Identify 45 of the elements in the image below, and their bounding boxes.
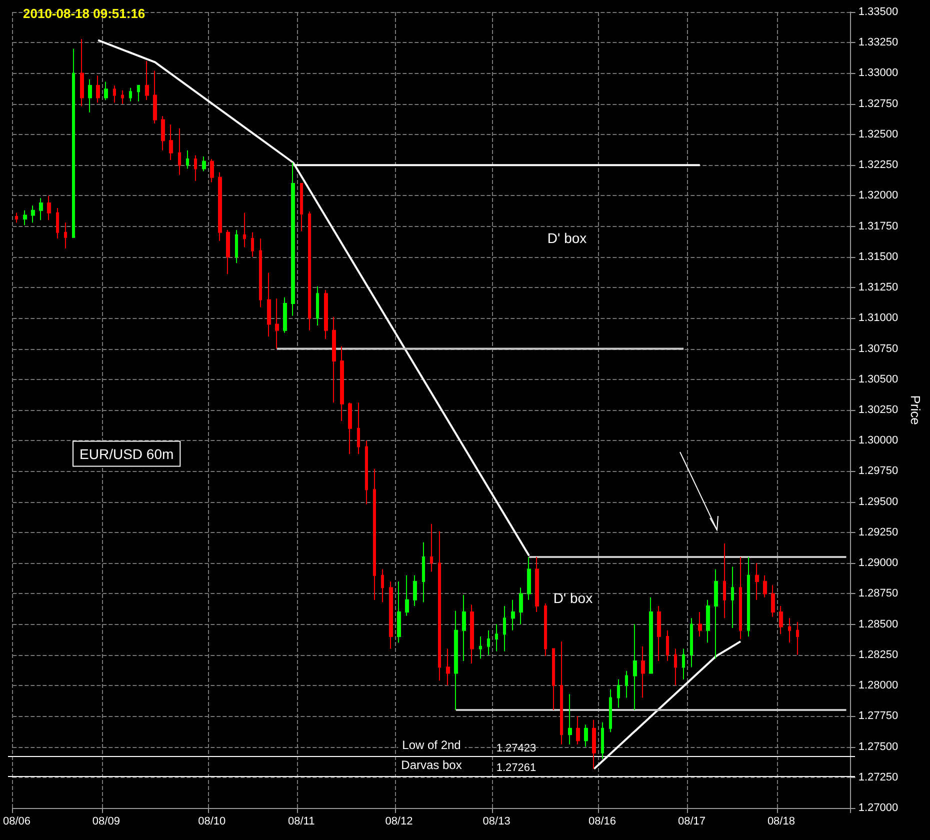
y-tick-label: 1.29250 — [858, 526, 898, 538]
ref-line-label: Darvas box — [401, 758, 462, 772]
y-tick-label: 1.33250 — [858, 36, 898, 49]
y-tick-label: 1.27000 — [858, 802, 898, 814]
x-tick-label: 08/06 — [2, 816, 30, 828]
y-tick-label: 1.33000 — [858, 67, 898, 80]
y-tick-label: 1.29750 — [858, 465, 898, 478]
annotation: D' box — [547, 230, 587, 246]
y-tick-label: 1.29000 — [858, 557, 898, 570]
x-tick-label: 08/09 — [92, 816, 120, 828]
x-tick-label: 08/18 — [767, 816, 795, 828]
y-tick-label: 1.31500 — [858, 250, 898, 263]
y-axis-title: Price — [908, 395, 923, 425]
x-tick-label: 08/17 — [678, 816, 706, 828]
y-tick-label: 1.27750 — [858, 710, 898, 722]
x-tick-label: 08/12 — [385, 816, 413, 828]
y-tick-label: 1.29500 — [858, 496, 898, 508]
y-tick-label: 1.33500 — [858, 6, 898, 18]
y-tick-label: 1.31250 — [858, 282, 898, 294]
annotation: EUR/USD 60m — [80, 446, 174, 462]
x-tick-label: 08/10 — [198, 816, 226, 828]
chart-title: 2010-08-18 09:51:16 — [23, 6, 146, 21]
y-tick-label: 1.32250 — [858, 159, 898, 172]
x-tick-label: 08/13 — [482, 816, 510, 828]
annotation: 1.27423 — [496, 742, 536, 754]
y-tick-label: 1.27250 — [858, 771, 898, 784]
x-tick-label: 08/16 — [588, 816, 616, 828]
y-tick-label: 1.28000 — [858, 680, 898, 692]
y-tick-label: 1.28250 — [858, 648, 898, 661]
ref-line-label: Low of 2nd — [402, 738, 461, 752]
y-tick-label: 1.32000 — [858, 190, 898, 202]
y-tick-label: 1.30000 — [858, 434, 898, 447]
y-tick-label: 1.31000 — [858, 312, 898, 324]
y-tick-label: 1.32750 — [858, 98, 898, 110]
y-tick-label: 1.30750 — [858, 342, 898, 355]
y-tick-label: 1.31750 — [858, 220, 898, 232]
y-tick-label: 1.27500 — [858, 740, 898, 753]
annotation: D' box — [553, 590, 593, 606]
y-tick-label: 1.30500 — [858, 373, 898, 386]
y-tick-label: 1.30250 — [858, 404, 898, 416]
y-tick-label: 1.32500 — [858, 128, 898, 140]
y-tick-label: 1.28500 — [858, 618, 898, 630]
annotation: 1.27261 — [496, 762, 536, 774]
x-tick-label: 08/11 — [288, 816, 315, 828]
y-tick-label: 1.28750 — [858, 588, 898, 600]
